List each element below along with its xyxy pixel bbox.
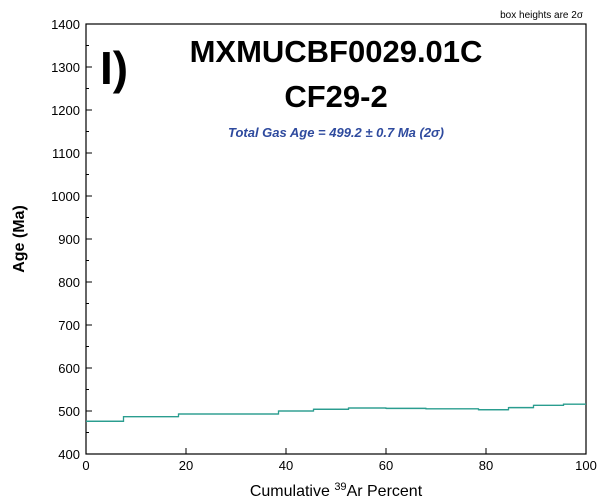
y-tick-label: 1200 xyxy=(51,103,80,118)
x-axis-label-suffix: Ar Percent xyxy=(347,483,423,500)
y-tick-label: 600 xyxy=(58,361,80,376)
box-heights-note: box heights are 2σ xyxy=(500,10,584,21)
chart-subtitle: CF29-2 xyxy=(284,79,387,114)
y-tick-label: 900 xyxy=(58,232,80,247)
x-tick-label: 100 xyxy=(575,458,597,473)
y-tick-label: 1400 xyxy=(51,17,80,32)
chart-title: MXMUCBF0029.01C xyxy=(190,34,483,69)
y-tick-label: 1300 xyxy=(51,60,80,75)
x-tick-label: 80 xyxy=(479,458,493,473)
x-axis-label-prefix: Cumulative xyxy=(250,483,334,500)
y-tick-label: 1100 xyxy=(52,146,80,161)
y-tick-label: 500 xyxy=(58,404,80,419)
total-gas-age-annotation: Total Gas Age = 499.2 ± 0.7 Ma (2σ) xyxy=(228,125,444,140)
x-tick-label: 40 xyxy=(279,458,293,473)
panel-letter: I) xyxy=(100,42,128,94)
x-axis-label: Cumulative 39Ar Percent xyxy=(250,481,423,500)
x-tick-label: 60 xyxy=(379,458,393,473)
x-tick-label: 0 xyxy=(82,458,89,473)
x-axis-ticks: 0 20 40 60 80 100 xyxy=(82,448,597,473)
y-tick-label: 400 xyxy=(58,447,80,462)
y-tick-label: 1000 xyxy=(51,189,80,204)
x-axis-label-isotope: 39 xyxy=(334,481,346,493)
y-axis-label: Age (Ma) xyxy=(11,205,28,273)
y-axis-ticks: 400 500 600 700 800 900 1000 1100 1200 1300 1400 xyxy=(51,17,92,462)
x-tick-label: 20 xyxy=(179,458,193,473)
series-layer xyxy=(86,403,586,422)
y-tick-label: 700 xyxy=(58,318,80,333)
y-tick-label: 800 xyxy=(58,275,80,290)
